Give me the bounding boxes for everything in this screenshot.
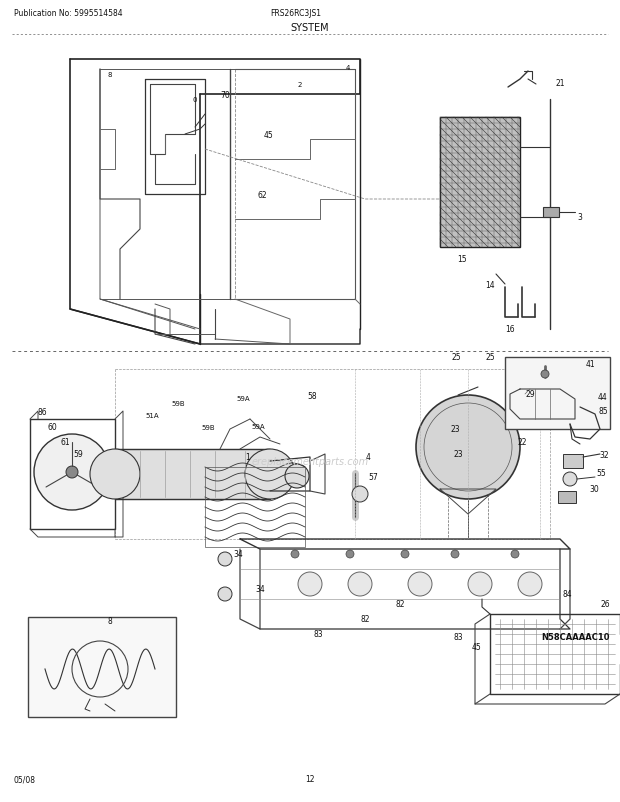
Text: 82: 82 (396, 600, 405, 609)
Text: 16: 16 (505, 325, 515, 334)
Text: 26: 26 (600, 600, 610, 609)
Circle shape (348, 573, 372, 596)
Text: 57: 57 (368, 473, 378, 482)
Circle shape (541, 371, 549, 379)
Text: 15: 15 (457, 255, 467, 264)
Text: 8: 8 (108, 617, 112, 626)
Text: 60: 60 (47, 423, 57, 432)
Circle shape (468, 573, 492, 596)
Bar (563, 455, 583, 468)
Polygon shape (72, 443, 95, 467)
Text: 70: 70 (220, 91, 230, 99)
Circle shape (451, 550, 459, 558)
Text: 2: 2 (298, 82, 302, 88)
Circle shape (563, 472, 577, 486)
Bar (505, 358, 610, 429)
Circle shape (352, 486, 368, 502)
Text: 21: 21 (556, 79, 565, 87)
Text: 62: 62 (257, 190, 267, 199)
Circle shape (285, 464, 309, 488)
Text: 86: 86 (37, 408, 47, 417)
Circle shape (66, 467, 78, 479)
Text: 14: 14 (485, 280, 495, 290)
Text: N58CAAAAC10: N58CAAAAC10 (542, 633, 610, 642)
Text: 41: 41 (585, 360, 595, 369)
Text: 58: 58 (307, 392, 317, 401)
Text: FRS26RC3JS1: FRS26RC3JS1 (270, 10, 321, 18)
Bar (543, 208, 559, 217)
Polygon shape (78, 476, 98, 502)
Polygon shape (115, 449, 270, 500)
Text: 23: 23 (450, 425, 460, 434)
Circle shape (218, 553, 232, 566)
Text: ereplacementparts.com: ereplacementparts.com (252, 456, 368, 467)
Text: 23: 23 (453, 450, 463, 459)
Circle shape (518, 573, 542, 596)
Text: 45: 45 (263, 131, 273, 140)
Text: 55: 55 (596, 469, 606, 478)
Text: 51A: 51A (145, 412, 159, 419)
Text: 4: 4 (346, 65, 350, 71)
Text: 83: 83 (313, 630, 323, 638)
Text: 84: 84 (562, 589, 572, 599)
Text: 1: 1 (246, 453, 250, 462)
Text: 05/08: 05/08 (14, 775, 36, 784)
Circle shape (218, 587, 232, 602)
Circle shape (408, 573, 432, 596)
Text: 0: 0 (193, 97, 197, 103)
Circle shape (298, 573, 322, 596)
Text: 25: 25 (485, 353, 495, 362)
Text: 59B: 59B (201, 424, 215, 431)
Text: 82: 82 (360, 615, 370, 624)
Circle shape (245, 449, 295, 500)
Text: 30: 30 (589, 485, 599, 494)
Text: 59A: 59A (236, 395, 250, 402)
Circle shape (511, 550, 519, 558)
Text: 45: 45 (471, 642, 481, 652)
Text: 4: 4 (366, 453, 370, 462)
Text: 22: 22 (517, 438, 527, 447)
Text: 3: 3 (578, 213, 582, 222)
Text: 59B: 59B (171, 400, 185, 407)
Text: 59: 59 (73, 450, 83, 459)
Text: 29: 29 (525, 390, 535, 399)
Bar (440, 118, 520, 248)
Text: 44: 44 (598, 393, 608, 402)
Text: SYSTEM: SYSTEM (291, 23, 329, 33)
Text: Publication No: 5995514584: Publication No: 5995514584 (14, 10, 123, 18)
Bar (558, 492, 576, 504)
Text: 8: 8 (108, 72, 112, 78)
Text: 25: 25 (451, 353, 461, 362)
Polygon shape (44, 462, 67, 488)
Text: 34: 34 (255, 585, 265, 593)
Circle shape (416, 395, 520, 500)
Text: 32: 32 (599, 451, 609, 460)
Text: 59A: 59A (251, 423, 265, 429)
Text: 61: 61 (60, 438, 70, 447)
Circle shape (90, 449, 140, 500)
Circle shape (346, 550, 354, 558)
Bar (28, 618, 176, 717)
Text: 34: 34 (233, 550, 243, 559)
Circle shape (401, 550, 409, 558)
Circle shape (291, 550, 299, 558)
Bar (205, 468, 305, 547)
Text: 12: 12 (305, 775, 315, 784)
Text: 85: 85 (598, 407, 608, 416)
Text: 83: 83 (453, 633, 463, 642)
Circle shape (34, 435, 110, 510)
